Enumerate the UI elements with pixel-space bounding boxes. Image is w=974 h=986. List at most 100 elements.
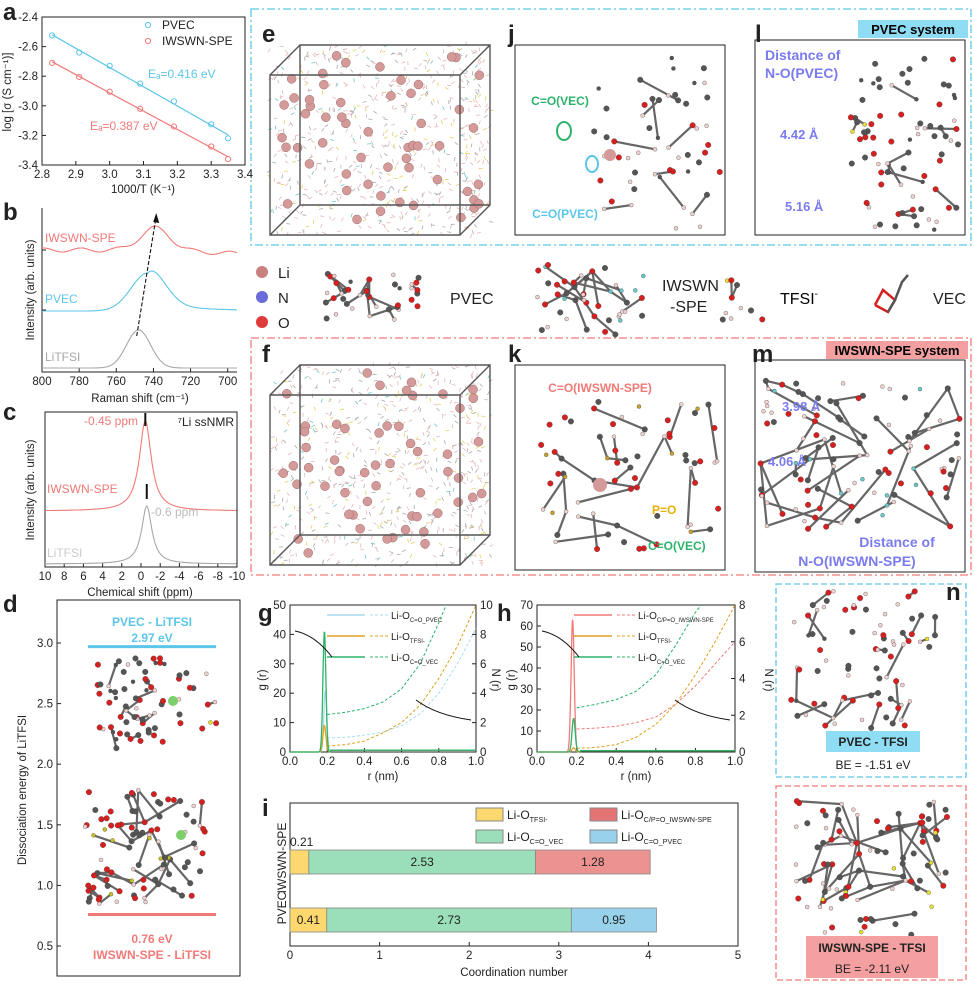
li-ion-sphere [468,123,479,133]
li-ion-sphere [433,508,443,518]
i-x-axis-label: Coordination number [460,967,568,979]
h-y2-tick-label: 2 [739,710,745,722]
li-ion-sphere [356,152,366,163]
i-legend-label: Li-OTFSI- [507,808,548,824]
e-pvec-md-snapshot [266,41,494,239]
a-data-point [106,62,113,69]
k-frame [514,364,726,571]
li-ion-sphere [456,212,466,223]
li-ion-sphere [340,487,350,498]
li-ion-sphere [292,142,303,153]
c-x-tick-label: -8 [213,571,223,583]
g-x-tick-label: 0.4 [356,756,373,768]
li-ion-sphere [412,446,423,457]
m-title-line1: Distance of [859,534,935,550]
l-title-line1: Distance of [765,47,841,63]
li-ion-sphere [453,473,464,483]
l-frame [754,39,966,236]
li-ion-sphere [335,97,346,108]
a-x-tick-label: 3.2 [169,169,185,181]
li-ion-sphere [317,68,328,79]
panel-label-m: m [752,341,773,368]
n-bottom-title-bg [806,936,938,958]
i-legend-label-main: Li-O [621,830,644,844]
b-series-label-iwswn: IWSWN-SPE [45,231,116,245]
a-y-tick-label: -3.4 [18,160,38,172]
h-legend-label-sub: TFSI- [657,639,672,645]
d-pvec-litfsi-molecule [94,655,167,752]
d-iwswn-litfsi-molecule [83,788,208,906]
h-y2-axis-label: N (r) [762,669,774,692]
panel-label-f: f [262,341,271,368]
a-x-tick-label: 3.3 [203,169,219,181]
a-legend-marker [144,37,152,45]
legend-iwswn-label-2: -SPE [670,299,707,316]
d-level-value-pvec: 2.97 eV [131,631,172,645]
a-y-axis-label: log [σ (S cm⁻¹)] [2,53,14,132]
i-bar-value-label: 0.95 [602,913,626,927]
k-label-vec: C=O(VEC) [648,539,706,553]
li-ion-sphere [453,497,463,507]
a-data-point [137,80,144,87]
li-ion-sphere [289,93,299,103]
panel-label-e: e [262,21,275,48]
atom-legend-n-icon [256,291,268,303]
a-data-point [170,123,178,130]
li-ion-sphere [286,74,297,84]
i-bar-segment [535,849,651,875]
c-x-tick-label: -6 [193,571,203,583]
b-x-tick-label: 700 [218,376,237,388]
panel-label-c: c [3,399,16,426]
g-y-tick-label: 50 [273,600,286,612]
b-x-tick-label: 780 [70,376,89,388]
li-ion-sphere [320,481,330,491]
li-ion-sphere [405,438,416,449]
li-ion-sphere [299,426,310,437]
g-y2-tick-label: 10 [480,600,493,612]
legend-vec-label: VEC [933,291,966,308]
li-ion-sphere [342,185,352,196]
g-nr-line [327,604,447,715]
li-ion-sphere [401,385,412,396]
j-vec-highlight [556,121,572,141]
d-li-atom [168,696,178,706]
g-y-tick-label: 0 [280,747,286,759]
i-legend-swatch [475,829,504,844]
atom-legend-label: Li [278,265,290,282]
b-x-tick-label: 800 [32,376,51,388]
n-top-frame [775,583,967,778]
atom-legend-label: N [278,290,289,307]
a-data-point [49,32,56,39]
i-x-tick-label: 2 [466,950,472,962]
h-y2-tick-label: 4 [739,674,746,686]
i-bar-value-label: 1.28 [581,855,605,869]
li-ion-sphere [401,153,412,164]
a-data-point [224,155,232,163]
li-ion-sphere [337,112,347,122]
n-bottom-frame [775,785,967,981]
a-data-point [49,59,56,66]
h-y2-tick-label: 0 [739,747,745,759]
li-ion-sphere [317,138,328,148]
li-ion-sphere [404,162,414,173]
li-ion-sphere [386,91,396,101]
a-data-point [137,105,144,112]
d-y-tick-label: 3.0 [37,638,53,650]
li-ion-sphere [432,174,443,185]
legend-vec-structure-chain [886,274,909,313]
b-spectrum-pvec [42,270,237,312]
li-ion-sphere [362,496,373,507]
g-x-tick-label: 0.2 [319,756,335,768]
n-bottom-title: IWSWN-SPE - TFSI [818,941,925,955]
li-ion-sphere [341,57,351,68]
b-x-axis-label: Raman shift (cm⁻¹) [91,393,189,405]
m-distance-1: 3.98 Å [782,399,821,414]
h-legend-label-main: Li-O [638,632,657,643]
legend-iwswn-label-1: IWSWN [662,278,719,295]
b-x-tick-label: 720 [181,376,200,388]
li-ion-sphere [304,94,315,105]
c-x-tick-label: -2 [155,571,165,583]
g-legend-label-main: Li-O [391,653,410,664]
a-x-tick-label: 2.8 [34,169,50,181]
panel-label-a: a [3,0,17,26]
